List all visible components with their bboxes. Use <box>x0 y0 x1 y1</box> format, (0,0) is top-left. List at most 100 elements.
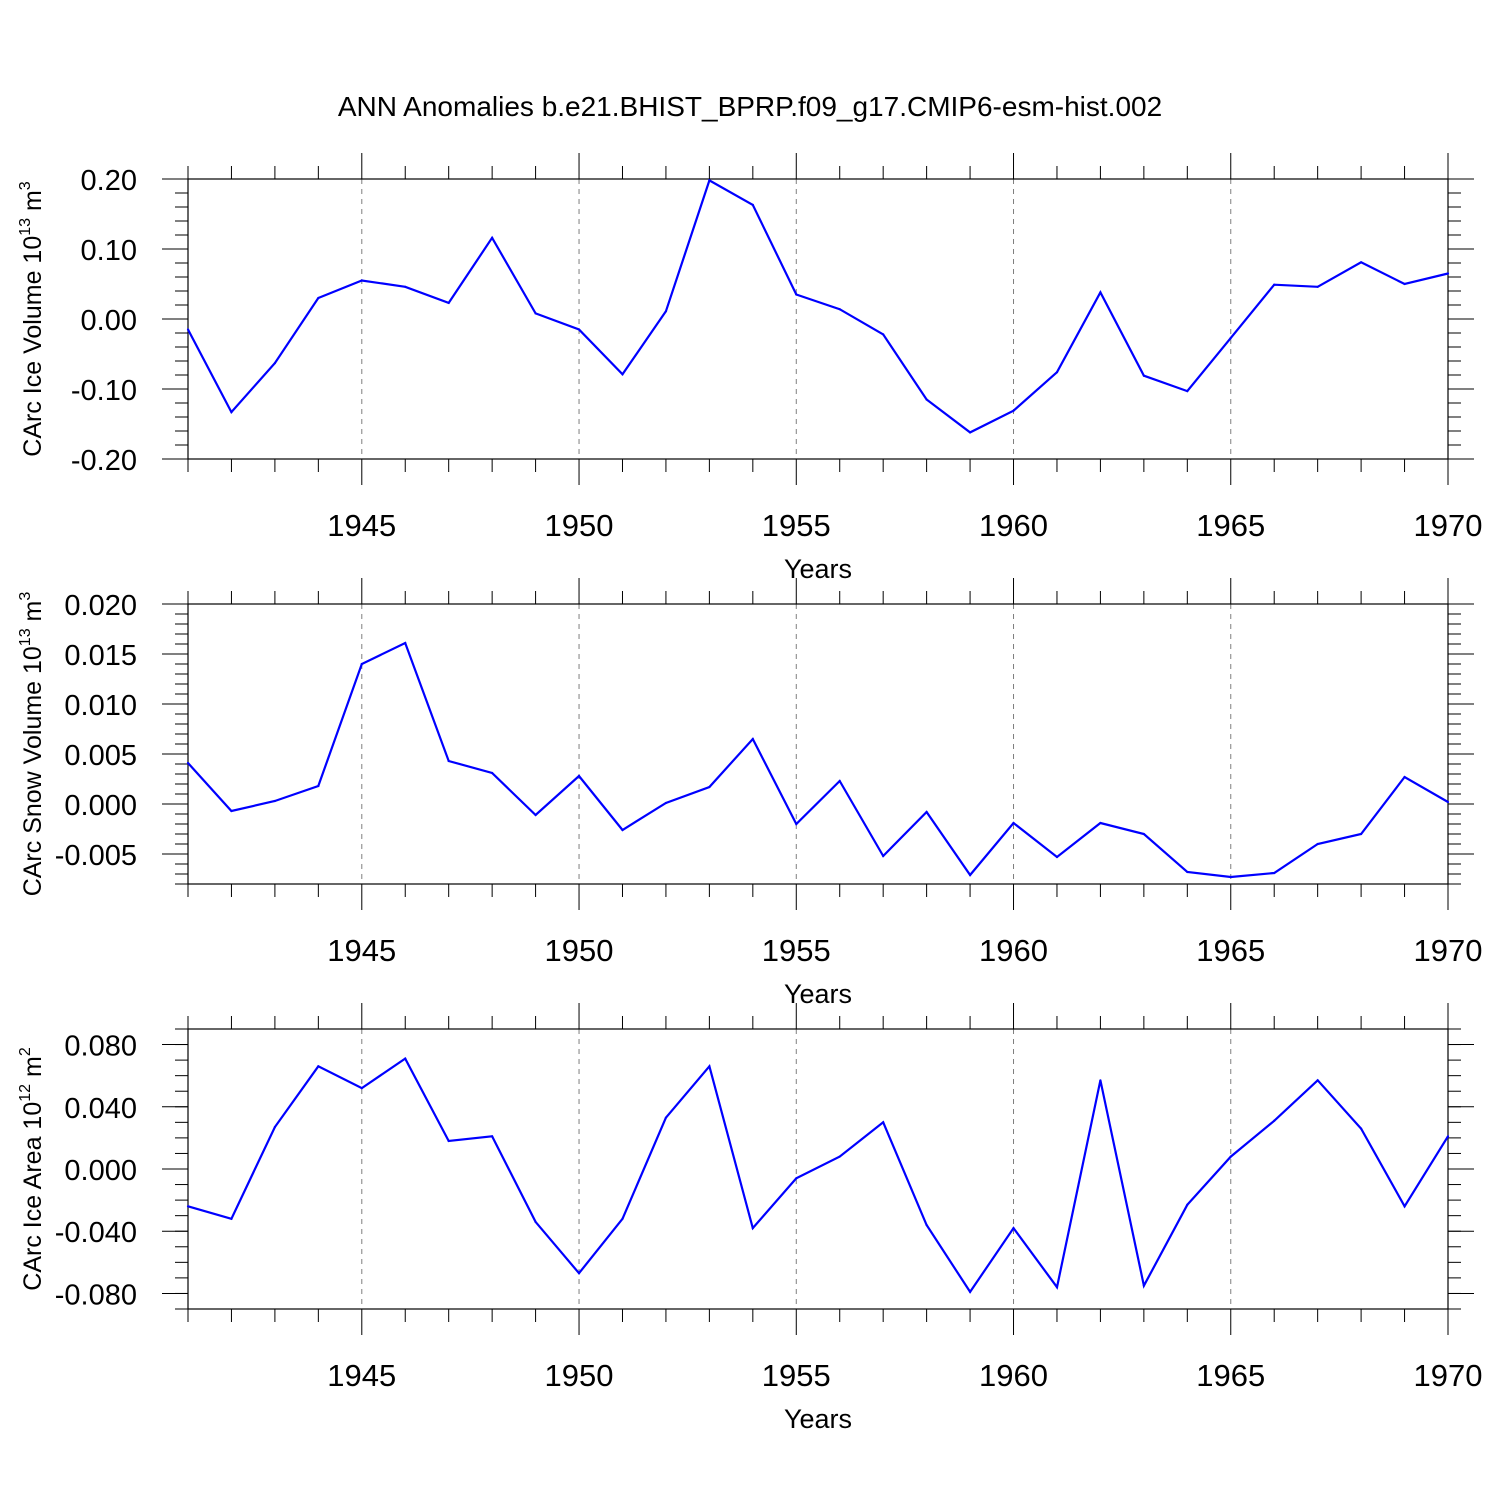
data-point <box>795 1177 798 1180</box>
y-tick-label: 0.000 <box>64 790 137 822</box>
data-point <box>491 1135 494 1138</box>
y-label-main: CArc Ice Volume 10 <box>19 236 47 457</box>
data-point <box>1360 832 1363 836</box>
data-point <box>230 809 233 813</box>
panel-2: 0.020 0.015 0.010 0.005 0.000 -0.005 1945 1950 1… <box>17 578 1482 1009</box>
y-label-unit-exponent: 3 <box>17 181 34 190</box>
data-point <box>925 398 928 401</box>
data-point <box>534 813 537 817</box>
x-tick-label: 1945 <box>327 1358 396 1393</box>
data-point <box>317 1065 320 1068</box>
plot-frame <box>187 603 1449 885</box>
data-point <box>751 737 754 741</box>
data-point <box>1273 871 1276 875</box>
y-tick-label: 0.000 <box>64 1155 137 1187</box>
data-point <box>664 801 668 805</box>
y-tick-label: -0.040 <box>55 1217 137 1249</box>
y-tick-label: -0.080 <box>55 1279 137 1311</box>
y-tick-label: 0.015 <box>64 640 137 672</box>
data-point <box>795 293 798 296</box>
data-point <box>1142 374 1145 377</box>
x-tick-label: 1950 <box>545 508 614 543</box>
data-point <box>1360 1127 1363 1130</box>
data-point <box>968 873 972 877</box>
x-tick-label: 1950 <box>545 933 614 968</box>
data-point <box>1446 1135 1450 1138</box>
series-line <box>187 1056 1449 1294</box>
data-point <box>708 1065 711 1068</box>
data-point <box>1273 283 1276 286</box>
data-point <box>273 1125 276 1129</box>
data-point <box>968 1290 972 1293</box>
data-point <box>360 662 363 666</box>
data-point <box>882 1121 885 1124</box>
data-point <box>273 799 276 803</box>
y-tick-label: -0.005 <box>55 840 137 872</box>
data-point <box>1316 842 1319 846</box>
data-point <box>1446 272 1450 275</box>
data-point <box>577 774 581 778</box>
y-axis-label: CArc Ice Volume 1013 m3 <box>17 181 47 457</box>
x-tick-label: 1970 <box>1414 508 1483 543</box>
data-point <box>664 310 668 313</box>
data-point <box>838 1155 841 1158</box>
data-point <box>1446 800 1450 804</box>
data-point <box>1142 832 1145 836</box>
data-point <box>1186 390 1189 393</box>
data-point <box>317 296 320 300</box>
data-point <box>1229 875 1232 879</box>
data-point <box>1142 1284 1145 1287</box>
data-point <box>491 771 494 775</box>
data-point <box>751 203 754 206</box>
data-point <box>1229 1155 1232 1158</box>
data-point <box>534 312 537 315</box>
data-point <box>186 328 190 331</box>
y-axis-label: CArc Snow Volume 1013 m3 <box>17 592 47 897</box>
data-point <box>1055 855 1059 859</box>
y-tick-label: 0.10 <box>81 235 137 267</box>
y-tick-label: -0.20 <box>71 445 137 477</box>
data-point <box>838 779 841 783</box>
x-tick-label: 1950 <box>545 1358 614 1393</box>
plot-frame <box>187 178 1449 460</box>
data-point <box>186 761 190 765</box>
y-tick-label: 0.010 <box>64 690 137 722</box>
y-label-unit: m <box>19 190 47 218</box>
y-tick-label: 0.00 <box>81 305 137 337</box>
plot-frame <box>187 1028 1449 1310</box>
data-point <box>925 1223 928 1227</box>
x-tick-label: 1955 <box>762 933 831 968</box>
y-axis-label: CArc Ice Area 1012 m2 <box>17 1047 47 1291</box>
data-point <box>1012 409 1015 412</box>
data-point <box>1360 261 1363 264</box>
x-tick-label: 1965 <box>1196 933 1265 968</box>
data-point <box>621 1217 624 1220</box>
y-label-unit: m <box>19 601 47 629</box>
y-label-unit-exponent: 3 <box>17 592 34 601</box>
data-point <box>491 236 494 239</box>
y-tick-label: 0.080 <box>64 1031 137 1063</box>
data-point <box>1316 1079 1319 1082</box>
data-point <box>795 822 798 826</box>
y-tick-label: 0.005 <box>64 740 137 772</box>
x-tick-label: 1970 <box>1414 933 1483 968</box>
x-axis-label: Years <box>784 979 852 1009</box>
data-point <box>882 333 885 336</box>
panel-3: 0.080 0.040 0.000 -0.040 -0.080 1945 1950 1955 1… <box>17 1003 1482 1434</box>
data-point <box>621 373 624 376</box>
data-point <box>1099 291 1102 294</box>
data-point <box>882 854 885 858</box>
y-tick-label: 0.020 <box>64 590 137 622</box>
y-tick-label: 0.20 <box>81 165 137 197</box>
data-point <box>230 411 233 414</box>
data-point <box>447 1139 450 1143</box>
data-point <box>186 1205 190 1208</box>
y-label-main: CArc Ice Area 10 <box>19 1102 47 1291</box>
data-point <box>1099 1079 1102 1082</box>
chart-title: ANN Anomalies b.e21.BHIST_BPRP.f09_g17.C… <box>338 91 1162 122</box>
data-point <box>273 362 276 365</box>
data-point <box>1099 821 1102 825</box>
data-point <box>708 785 711 789</box>
data-point <box>404 1057 407 1060</box>
y-label-main: CArc Snow Volume 10 <box>19 646 47 896</box>
